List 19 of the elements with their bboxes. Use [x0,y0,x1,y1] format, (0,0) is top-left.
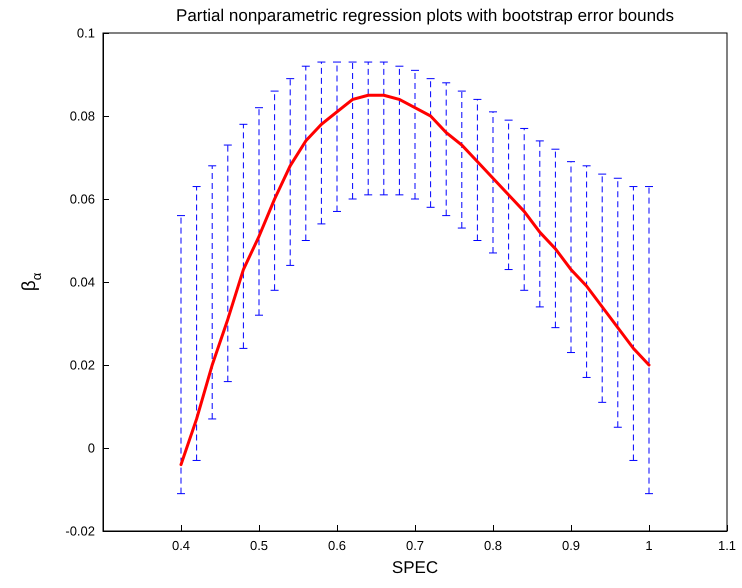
x-tick-label: 0.8 [484,538,502,553]
y-tick-label: 0 [88,440,95,456]
x-tick-label: 0.5 [250,538,268,553]
x-tick-label: 0.9 [562,538,580,553]
y-tick-label: 0.08 [70,108,95,124]
y-tick-label: 0.04 [70,274,95,290]
y-tick-label: 0.06 [70,192,95,206]
chart-title: Partial nonparametric regression plots with bootstrap error bounds [176,6,674,25]
x-tick-label: 0.4 [172,538,190,553]
y-tick-label: 0.1 [76,26,95,40]
x-tick-label: 1 [645,538,653,553]
x-tick-label: 0.7 [406,538,424,553]
x-tick-label: 0.6 [328,538,346,553]
y-axis-title: βα [19,272,44,292]
y-tick-label: -0.02 [65,524,95,538]
x-tick-label: 1.1 [718,538,736,553]
y-tick-label: 0.02 [70,358,95,372]
x-axis-title: SPEC [392,558,438,577]
line-series [180,94,650,466]
